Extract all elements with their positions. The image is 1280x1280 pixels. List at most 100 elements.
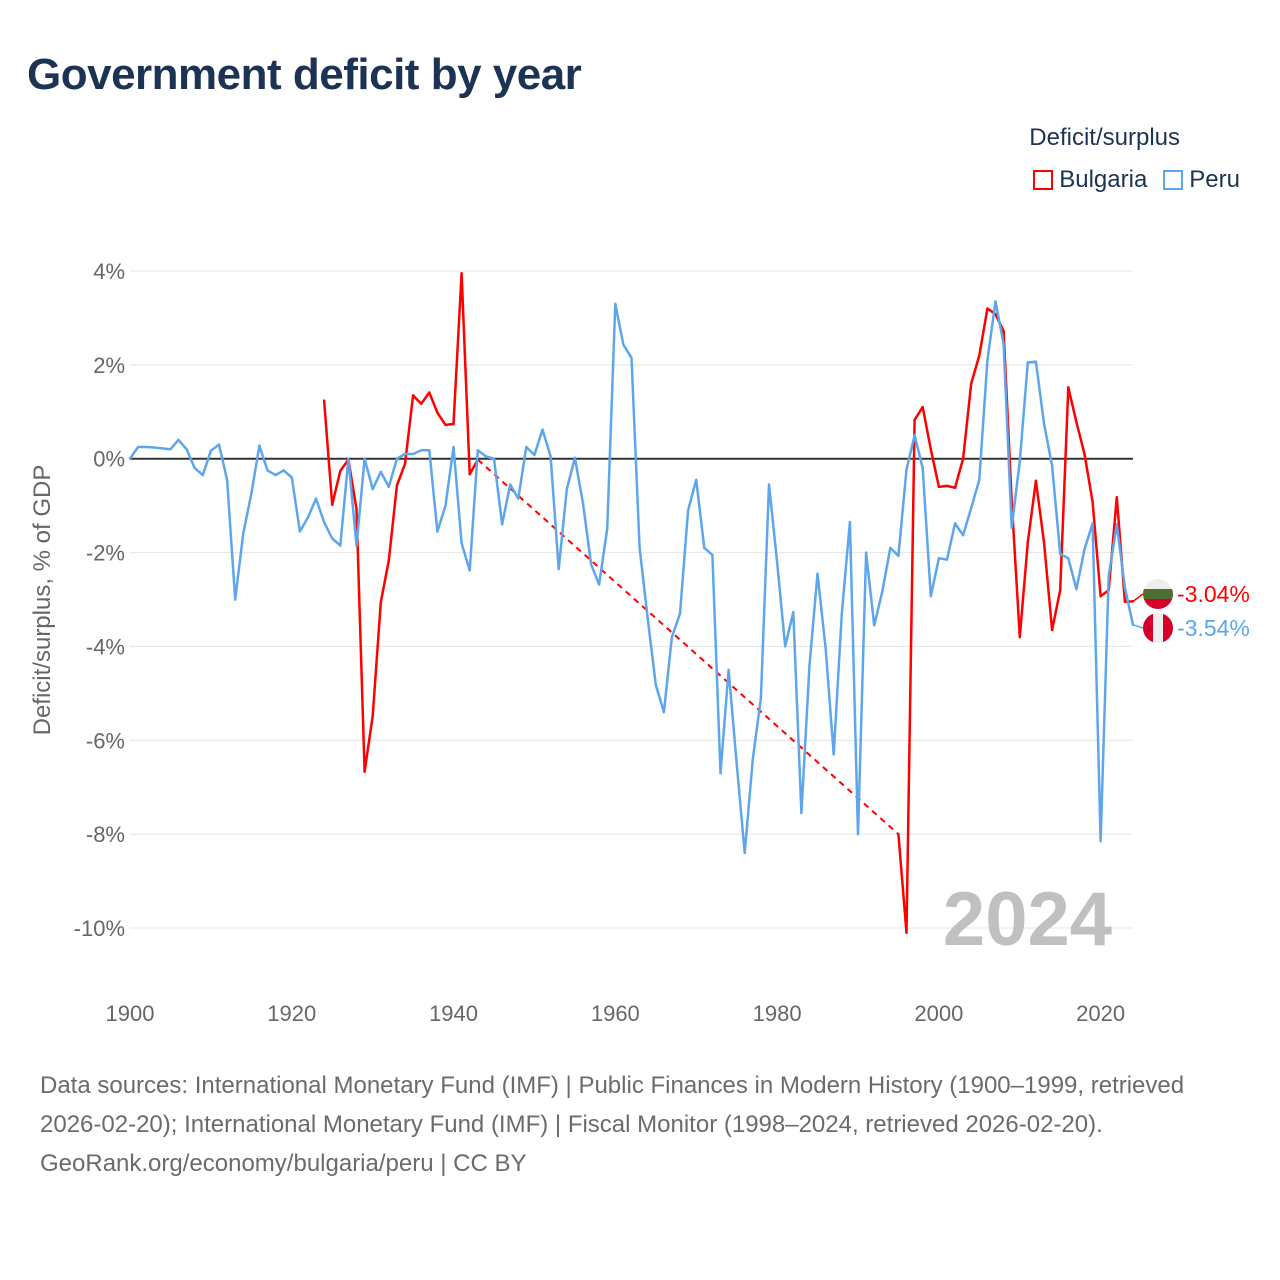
bulgaria-point bbox=[339, 469, 342, 473]
peru-point bbox=[403, 452, 407, 456]
peru-point bbox=[355, 544, 358, 547]
peru-label-connector bbox=[1132, 624, 1144, 629]
peru-point bbox=[832, 753, 835, 756]
bulgaria-point bbox=[929, 448, 932, 451]
bulgaria-point bbox=[1042, 541, 1046, 544]
peru-point bbox=[274, 473, 277, 477]
peru-point bbox=[978, 478, 981, 482]
peru-point bbox=[573, 456, 577, 459]
peru-point bbox=[209, 449, 213, 452]
peru-point bbox=[767, 483, 771, 486]
bulgaria-point bbox=[452, 422, 455, 426]
year-watermark: 2024 bbox=[943, 877, 1112, 962]
peru-end-value: -3.54% bbox=[1177, 615, 1250, 641]
peru-point bbox=[201, 473, 204, 477]
peru-point bbox=[1034, 360, 1038, 363]
peru-point bbox=[808, 664, 811, 667]
bulgaria-point bbox=[460, 272, 463, 275]
peru-point bbox=[1099, 839, 1102, 843]
peru-point bbox=[1050, 464, 1054, 467]
peru-point bbox=[897, 554, 900, 558]
bulgaria-point bbox=[913, 418, 916, 421]
peru-point bbox=[945, 558, 949, 561]
peru-point bbox=[905, 468, 908, 471]
peru-point bbox=[614, 302, 617, 306]
bulgaria-gap-segment bbox=[477, 458, 900, 835]
x-tick-label: 2000 bbox=[914, 1001, 963, 1026]
peru-point bbox=[282, 469, 285, 472]
legend-item-bulgaria[interactable]: Bulgaria bbox=[1033, 166, 1147, 194]
peru-point bbox=[306, 516, 310, 519]
y-tick-label: 2% bbox=[93, 353, 125, 378]
peru-point bbox=[1059, 552, 1062, 556]
bulgaria-point bbox=[1059, 588, 1062, 592]
bulgaria-label-connector bbox=[1132, 593, 1144, 602]
series-peru bbox=[128, 300, 1135, 855]
peru-point bbox=[581, 502, 585, 505]
y-tick-label: -10% bbox=[74, 916, 125, 941]
y-tick-label: 4% bbox=[93, 259, 125, 284]
peru-point bbox=[864, 551, 868, 554]
peru-point bbox=[153, 446, 156, 449]
peru-point bbox=[646, 617, 649, 620]
bulgaria-point bbox=[897, 832, 900, 836]
peru-point bbox=[549, 455, 552, 458]
peru-point bbox=[314, 497, 318, 500]
peru-point bbox=[800, 811, 803, 815]
peru-point bbox=[759, 696, 763, 700]
peru-point bbox=[1091, 522, 1094, 525]
y-tick-label: -8% bbox=[86, 822, 125, 847]
peru-point bbox=[508, 483, 512, 486]
peru-point bbox=[193, 466, 196, 470]
peru-point bbox=[856, 832, 860, 836]
peru-point bbox=[597, 583, 601, 586]
peru-point bbox=[460, 541, 463, 545]
credit-link[interactable]: GeoRank.org/economy/bulgaria/peru | CC B… bbox=[40, 1150, 527, 1177]
x-tick-label: 2020 bbox=[1076, 1001, 1125, 1026]
peru-point bbox=[929, 595, 932, 598]
peru-point bbox=[816, 572, 819, 575]
peru-point bbox=[775, 560, 779, 564]
peru-point bbox=[970, 506, 973, 510]
x-tick-label: 1960 bbox=[591, 1001, 640, 1026]
peru-point bbox=[411, 452, 415, 456]
peru-point bbox=[177, 438, 180, 442]
peru-point bbox=[363, 457, 366, 460]
peru-point bbox=[1107, 574, 1110, 578]
peru-point bbox=[436, 530, 439, 533]
peru-point bbox=[638, 546, 641, 550]
chart-title: Government deficit by year bbox=[27, 50, 582, 99]
x-tick-label: 1980 bbox=[753, 1001, 802, 1026]
peru-point bbox=[783, 645, 787, 648]
x-tick-label: 1900 bbox=[106, 1001, 155, 1026]
bulgaria-point bbox=[1067, 386, 1070, 389]
bulgaria-point bbox=[937, 485, 941, 489]
peru-point bbox=[1123, 586, 1127, 589]
peru-point bbox=[994, 300, 997, 303]
legend-item-peru[interactable]: Peru bbox=[1163, 166, 1240, 194]
peru-point bbox=[541, 428, 544, 431]
bulgaria-end-value: -3.04% bbox=[1177, 581, 1250, 607]
peru-point bbox=[371, 488, 374, 491]
legend-swatch-bulgaria bbox=[1033, 170, 1054, 190]
peru-point bbox=[161, 447, 164, 450]
peru-point bbox=[695, 478, 698, 482]
peru-point bbox=[719, 771, 722, 775]
bulgaria-flag-icon bbox=[1143, 579, 1173, 609]
peru-point bbox=[452, 445, 455, 449]
legend-label-bulgaria: Bulgaria bbox=[1059, 166, 1148, 193]
peru-point bbox=[136, 445, 140, 449]
bulgaria-point bbox=[1099, 595, 1102, 598]
peru-point bbox=[217, 443, 221, 446]
peru-point bbox=[185, 448, 188, 451]
peru-point bbox=[743, 851, 746, 855]
bulgaria-point bbox=[371, 714, 374, 718]
peru-point bbox=[484, 455, 488, 458]
peru-point bbox=[128, 457, 132, 460]
bulgaria-point bbox=[419, 402, 423, 406]
peru-point bbox=[953, 522, 957, 525]
peru-point bbox=[258, 444, 261, 447]
legend: Bulgaria Peru bbox=[1033, 166, 1240, 194]
y-axis-label: Deficit/surplus, % of GDP bbox=[29, 465, 56, 736]
peru-point bbox=[379, 470, 382, 474]
